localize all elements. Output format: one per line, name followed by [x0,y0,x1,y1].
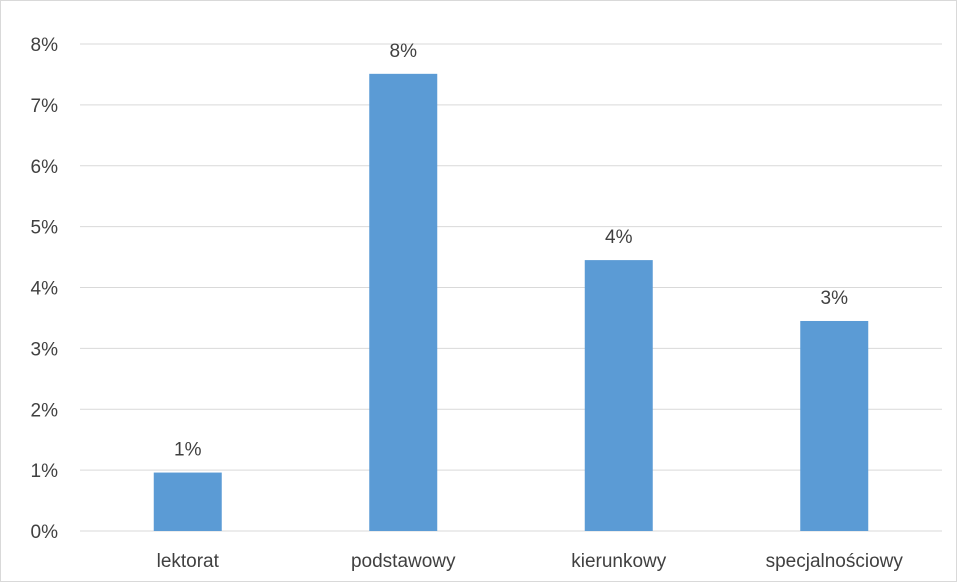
data-label: 8% [390,41,418,62]
y-tick-label: 3% [31,339,59,360]
y-tick-label: 2% [31,400,59,421]
data-label: 1% [174,440,202,461]
category-label: specjalnościowy [766,551,904,572]
data-label: 3% [821,288,849,309]
y-tick-label: 7% [31,96,59,117]
y-axis-tick-labels: 0% 1% 2% 3% 4% 5% 6% 7% 8% [31,35,59,543]
y-tick-label: 6% [31,157,59,178]
category-label: podstawowy [351,551,456,572]
category-label: kierunkowy [571,551,667,572]
bar-0 [153,472,222,531]
gridlines [80,43,942,532]
bar-2 [584,260,653,531]
data-labels: 1% 8% 4% 3% [174,41,848,461]
y-tick-label: 4% [31,279,59,300]
y-tick-label: 5% [31,218,59,239]
bars [153,73,869,532]
bar-3 [800,320,869,531]
y-tick-label: 0% [31,522,59,543]
data-label: 4% [605,227,633,248]
category-label: lektorat [157,551,220,572]
y-tick-label: 8% [31,35,59,56]
y-tick-label: 1% [31,461,59,482]
bar-1 [369,73,438,532]
x-axis-category-labels: lektorat podstawowy kierunkowy specjalności… [157,551,904,572]
